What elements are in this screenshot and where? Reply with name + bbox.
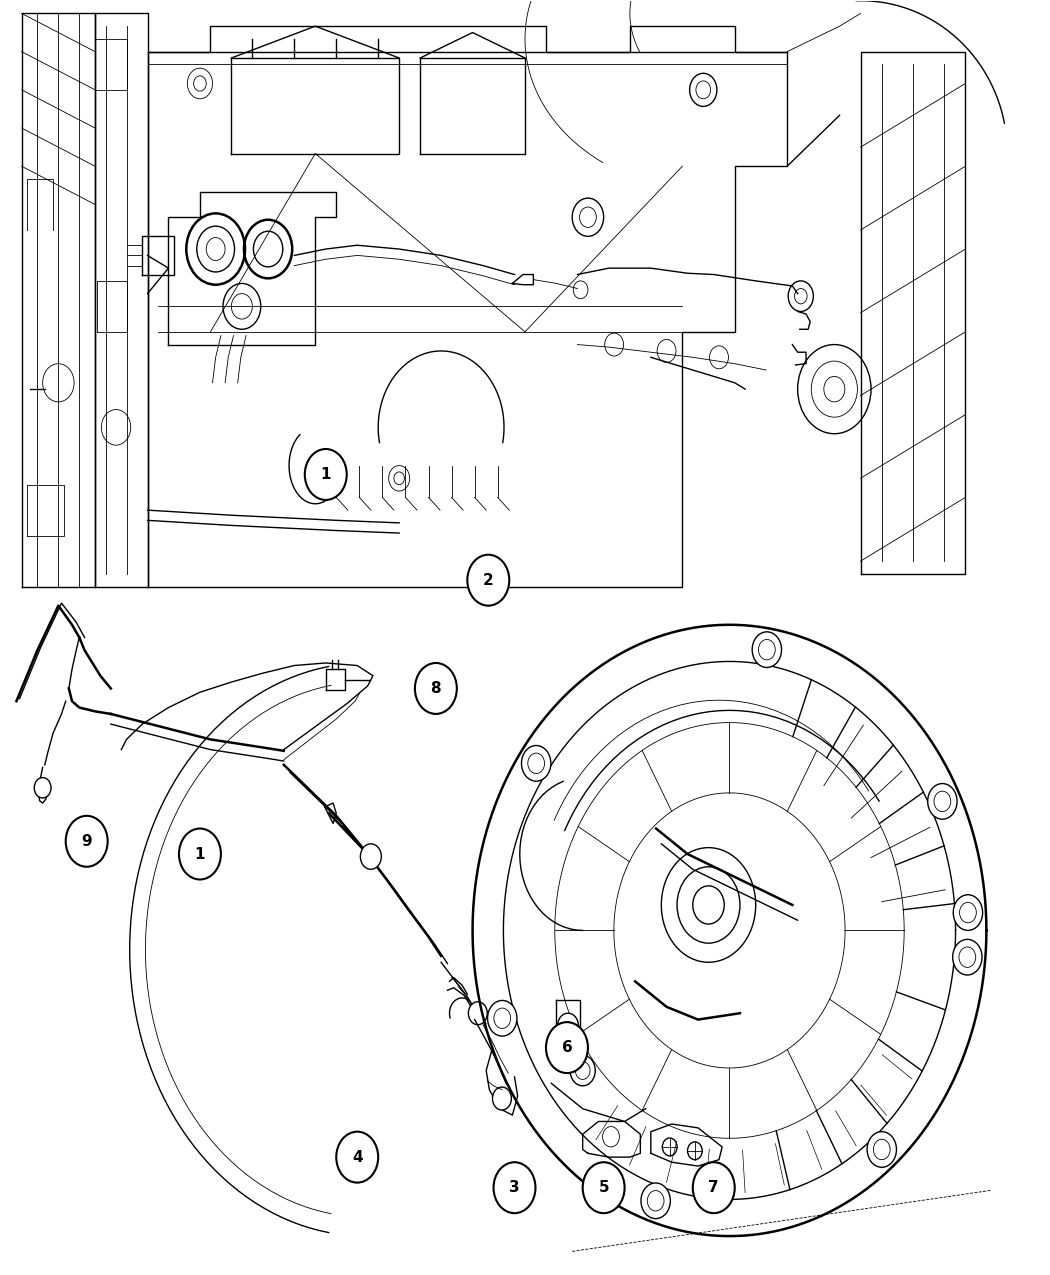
Circle shape	[752, 632, 781, 668]
Text: 8: 8	[430, 681, 441, 696]
Circle shape	[178, 829, 220, 880]
Circle shape	[570, 1056, 595, 1086]
Circle shape	[415, 663, 457, 714]
Circle shape	[693, 1163, 735, 1214]
Circle shape	[928, 784, 957, 820]
Text: 6: 6	[562, 1040, 572, 1056]
Text: 4: 4	[352, 1150, 362, 1164]
Circle shape	[952, 940, 982, 975]
Circle shape	[867, 1132, 897, 1168]
Circle shape	[522, 746, 551, 782]
Circle shape	[558, 1014, 579, 1039]
Circle shape	[494, 1163, 536, 1214]
Circle shape	[640, 1183, 670, 1219]
Text: 5: 5	[598, 1181, 609, 1195]
Text: 9: 9	[81, 834, 92, 849]
Circle shape	[693, 886, 724, 924]
Circle shape	[66, 816, 108, 867]
Circle shape	[583, 1163, 625, 1214]
Circle shape	[336, 1132, 378, 1183]
Circle shape	[546, 1023, 588, 1074]
Circle shape	[35, 778, 51, 798]
Circle shape	[953, 895, 983, 931]
Circle shape	[487, 1001, 517, 1037]
Text: 1: 1	[194, 847, 205, 862]
Circle shape	[468, 1002, 487, 1025]
Circle shape	[492, 1088, 511, 1111]
Text: 2: 2	[483, 572, 493, 588]
Circle shape	[304, 449, 347, 500]
Circle shape	[467, 555, 509, 606]
Circle shape	[360, 844, 381, 870]
Text: 7: 7	[709, 1181, 719, 1195]
Text: 3: 3	[509, 1181, 520, 1195]
Text: 1: 1	[320, 467, 331, 482]
